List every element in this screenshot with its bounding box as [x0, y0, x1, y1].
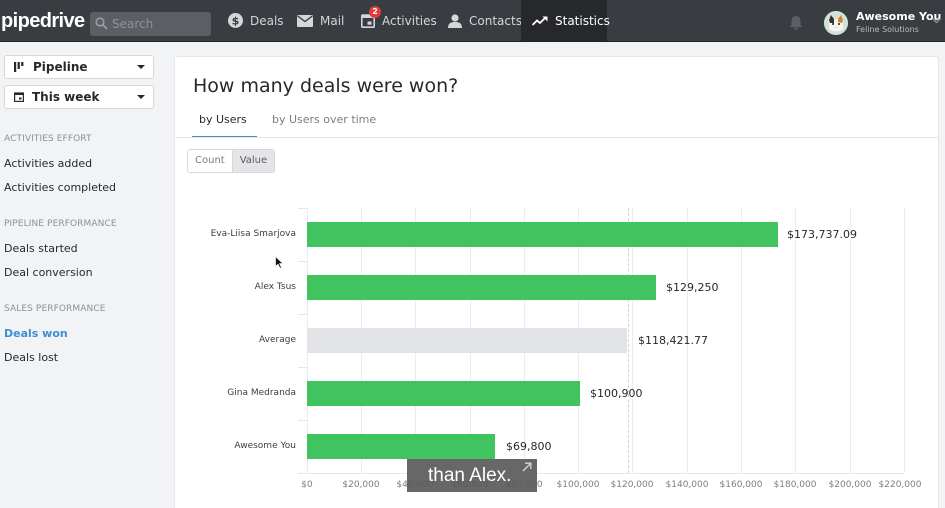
nav-statistics-label: Statistics	[555, 13, 610, 28]
user-avatar[interactable]	[824, 11, 848, 35]
value-toggle-button[interactable]: Value	[231, 150, 275, 172]
count-toggle-button[interactable]: Count	[188, 150, 232, 172]
caption-text: than Alex.	[428, 465, 512, 486]
section-title-sales-performance: SALES PERFORMANCE	[4, 304, 106, 314]
sidebar-item-deals-won[interactable]: Deals won	[4, 327, 68, 340]
bar-awesome-you[interactable]	[307, 434, 495, 459]
envelope-icon	[297, 14, 313, 27]
person-icon	[448, 13, 462, 28]
activities-count-badge: 2	[369, 6, 381, 18]
bar-gina-medranda[interactable]	[307, 381, 580, 406]
sidebar-item-activities-added[interactable]: Activities added	[4, 157, 93, 170]
caret-down-icon	[137, 65, 145, 69]
bell-icon[interactable]	[789, 15, 803, 30]
user-name[interactable]: Awesome You	[856, 10, 942, 23]
nav-mail-label: Mail	[320, 13, 345, 28]
cat-avatar-icon	[824, 11, 848, 35]
search-box[interactable]	[90, 12, 211, 36]
period-dropdown-label: This week	[32, 90, 100, 104]
video-caption: than Alex.	[407, 459, 537, 492]
pipeline-icon	[14, 62, 25, 72]
pipeline-dropdown[interactable]: Pipeline	[4, 55, 154, 79]
search-icon	[95, 17, 108, 30]
search-input[interactable]	[112, 14, 207, 34]
pipeline-dropdown-label: Pipeline	[33, 60, 88, 74]
nav-contacts-label: Contacts	[469, 13, 522, 28]
pipedrive-logo[interactable]: pipedrive	[1, 10, 85, 32]
nav-activities[interactable]: 2 Activities	[361, 0, 437, 41]
nav-deals-label: Deals	[250, 13, 284, 28]
chevron-down-icon[interactable]	[932, 18, 941, 24]
calendar-icon: 2	[361, 6, 381, 28]
calendar-icon	[14, 92, 24, 102]
expand-arrow-icon[interactable]	[522, 462, 532, 472]
sidebar-item-activities-completed[interactable]: Activities completed	[4, 181, 117, 194]
nav-deals[interactable]: $ Deals	[228, 0, 284, 41]
nav-activities-label: Activities	[382, 13, 437, 28]
sidebar-item-deals-started[interactable]: Deals started	[4, 242, 78, 255]
dollar-circle-icon: $	[228, 13, 243, 28]
nav-contacts[interactable]: Contacts	[448, 0, 522, 41]
nav-mail[interactable]: Mail	[297, 0, 344, 41]
count-value-toggle: Count Value	[187, 149, 276, 173]
page-title: How many deals were won?	[193, 75, 459, 97]
tab-by-users-over-time[interactable]: by Users over time	[272, 113, 377, 126]
svg-text:$: $	[232, 15, 240, 28]
tab-by-users[interactable]: by Users	[192, 113, 257, 138]
bar-eva-liisa-smarjova[interactable]	[307, 222, 778, 247]
section-title-activities-effort: ACTIVITIES EFFORT	[4, 134, 92, 144]
user-company: Feline Solutions	[856, 25, 919, 34]
tabs-divider	[175, 137, 938, 138]
caret-down-icon	[137, 95, 145, 99]
sidebar-item-deals-lost[interactable]: Deals lost	[4, 351, 59, 364]
bar-alex-tsus[interactable]	[307, 275, 656, 300]
trend-up-icon	[532, 16, 548, 26]
mouse-cursor-icon	[275, 256, 284, 269]
period-dropdown[interactable]: This week	[4, 85, 154, 109]
section-title-pipeline-performance: PIPELINE PERFORMANCE	[4, 219, 117, 229]
top-navigation-bar: pipedrive $ Deals Mail 2 Activities Cont…	[0, 0, 945, 42]
nav-statistics[interactable]: Statistics	[521, 0, 610, 41]
sidebar-item-deal-conversion[interactable]: Deal conversion	[4, 266, 93, 279]
bar-average[interactable]	[307, 328, 627, 353]
